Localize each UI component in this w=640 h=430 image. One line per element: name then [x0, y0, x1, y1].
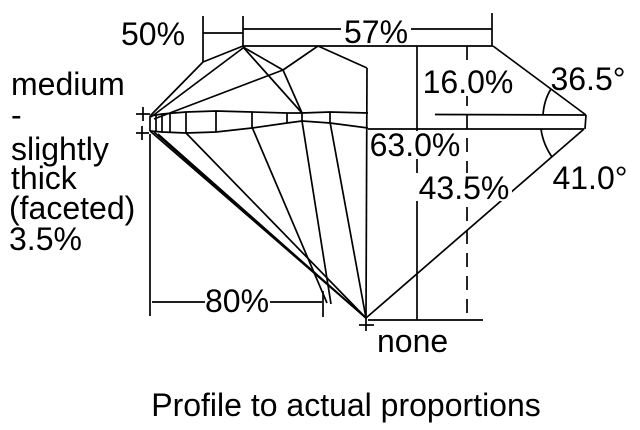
girdle-line-4: thick: [11, 160, 78, 196]
girdle-band: [149, 110, 587, 134]
total-depth-label: 63.0%: [370, 127, 461, 163]
girdle-line-6: 3.5%: [9, 221, 82, 257]
dimension-table-size: [243, 13, 493, 46]
diamond-outline: [149, 45, 587, 319]
dimension-lower-girdle: [149, 134, 324, 317]
label-mask-pavilion-depth: [415, 173, 512, 201]
crown-height-label: 16.0%: [423, 64, 514, 100]
crown-angle-arc: [542, 88, 552, 116]
girdle-line-1: medium: [11, 66, 125, 102]
pavilion-angle-label: 41.0°: [552, 160, 627, 196]
girdle-tick-marks: [136, 107, 150, 140]
crown-facet-lines: [150, 45, 368, 120]
girdle-description-label: medium - slightly thick (faceted) 3.5%: [9, 66, 135, 257]
girdle-line-3: slightly: [11, 131, 109, 167]
center-axis-line: [365, 67, 368, 319]
culet-tick: [359, 318, 374, 331]
star-length-label: 50%: [121, 16, 185, 52]
label-mask-total-depth: [368, 131, 464, 159]
pavilion-angle-arc: [540, 128, 553, 158]
pavilion-depth-label: 43.5%: [419, 170, 510, 206]
girdle-line-5: (faceted): [9, 190, 135, 226]
caption: Profile to actual proportions: [151, 387, 541, 423]
label-mask-crown-height: [420, 67, 516, 96]
girdle-line-2: -: [11, 97, 22, 133]
dimension-star-length: [202, 16, 244, 62]
pavilion-facet-lines: [153, 120, 367, 319]
culet-label: none: [377, 323, 448, 359]
table-size-label: 57%: [344, 14, 408, 50]
crown-angle-label: 36.5°: [550, 61, 625, 97]
lower-girdle-label: 80%: [205, 283, 269, 319]
